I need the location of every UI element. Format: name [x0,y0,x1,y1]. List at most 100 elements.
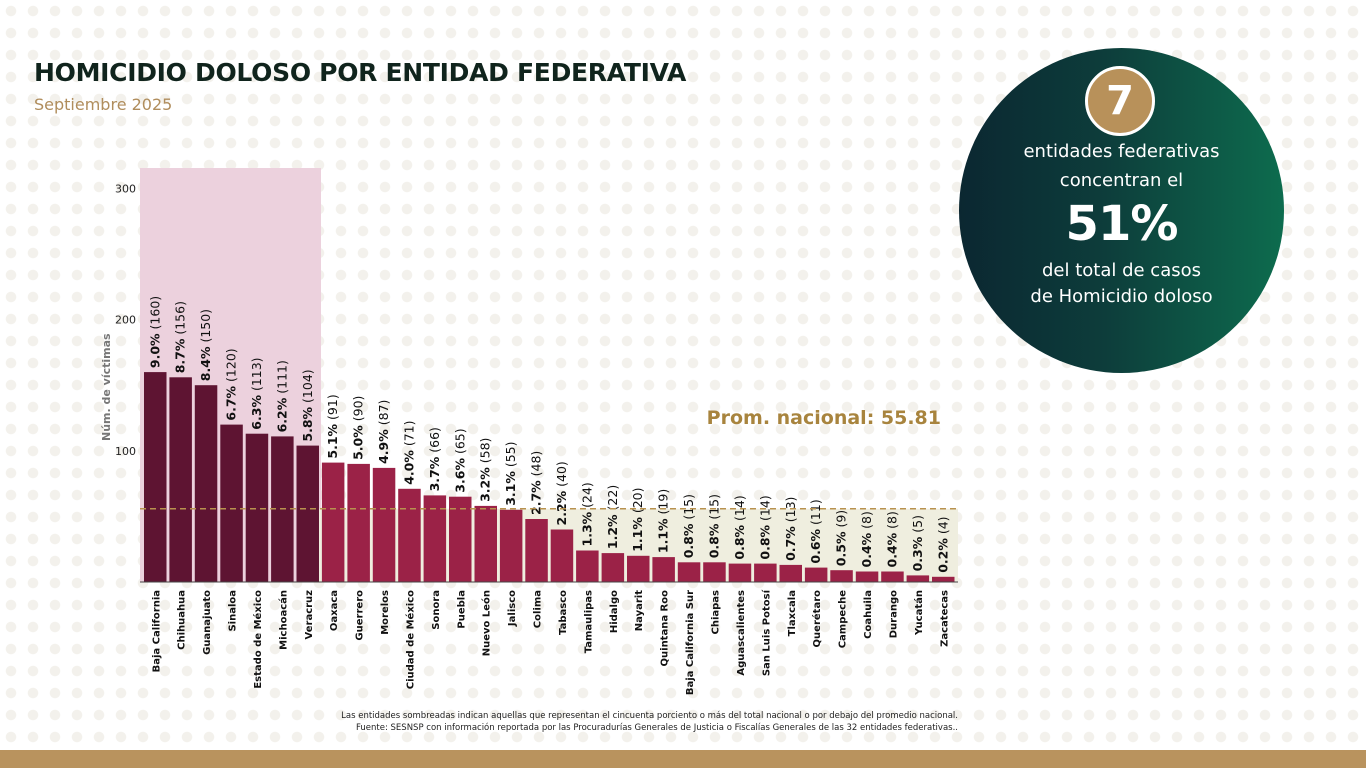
bar-count: (9) [834,510,849,532]
category-label: Ciudad de México [405,590,417,689]
bar-percent: 3.2% [478,467,493,502]
bar-value-label: 1.2% (22) [605,485,620,549]
bar-value-label: 0.8% (14) [757,495,772,559]
callout-line-1: entidades federativas [1023,141,1220,162]
bar-percent: 0.8% [757,524,772,559]
bar-count: (160) [147,296,162,334]
bar-value-label: 0.4% (8) [884,511,899,567]
bar-percent: 6.7% [224,385,239,420]
footnote: Las entidades sombreadas indican aquella… [250,710,958,734]
bar-count: (15) [681,494,696,524]
bar-count: (5) [910,515,925,537]
bar-value-label: 0.8% (15) [707,494,722,558]
bar-count: (113) [249,357,264,395]
category-label: Tlaxcala [787,590,798,636]
category-label: Nayarit [634,590,645,631]
average-label: Prom. nacional: 55.81 [707,407,941,429]
bar-value-label: 0.6% (11) [808,499,823,563]
bar [855,571,879,582]
bar-value-label: 1.3% (24) [579,482,594,546]
bar-value-label: 1.1% (20) [630,487,645,551]
bar [627,555,650,582]
bar-percent: 0.3% [910,536,925,571]
bar-count: (8) [859,511,874,533]
bar-count: (55) [503,441,518,471]
bar-percent: 2.7% [529,480,544,515]
bar [932,576,955,582]
bar [398,488,421,582]
bar [830,570,853,582]
bar-percent: 1.3% [579,511,594,546]
category-label: Aguascalientes [736,590,747,676]
bar [144,372,167,582]
bar [525,519,548,582]
bar-count: (22) [605,485,620,515]
bar-value-label: 8.4% (150) [198,309,213,381]
bar [576,550,599,582]
bar-percent: 3.1% [503,471,518,506]
category-label: Puebla [456,590,467,629]
bar [728,563,752,582]
bar-value-label: 6.2% (111) [274,360,289,432]
bar-count: (71) [402,420,417,450]
bottom-bar [0,750,1366,768]
bar-count: (66) [427,427,442,457]
category-label: Chiapas [711,590,722,635]
bar-percent: 0.4% [884,532,899,567]
bar-percent: 9.0% [147,333,162,368]
bar-percent: 5.0% [351,425,366,460]
bar-count: (40) [554,461,569,491]
bar [169,377,192,582]
bar-percent: 0.8% [732,524,747,559]
bar-value-label: 6.7% (120) [224,348,239,420]
bar-count: (13) [783,497,798,527]
category-label: Tabasco [558,590,569,635]
bar-count: (20) [630,487,645,517]
bar-percent: 1.2% [605,514,620,549]
footnote-line-1: Las entidades sombreadas indican aquella… [341,711,958,721]
bar [550,529,574,582]
page-subtitle: Septiembre 2025 [34,95,173,114]
bar-count: (11) [808,499,823,529]
count-badge: 7 [1085,66,1155,136]
bar-value-label: 0.3% (5) [910,515,925,571]
bar-value-label: 8.7% (156) [173,301,188,373]
bar-percent: 3.6% [452,458,467,493]
category-label: Durango [888,590,899,638]
bar-value-label: 5.1% (91) [325,394,340,458]
bar-percent: 6.3% [249,395,264,430]
category-label: Tamaulipas [583,590,594,653]
category-label: San Luis Potosí [760,589,772,676]
bar-percent: 4.0% [402,450,417,485]
bar [804,567,828,582]
bar-count: (65) [452,428,467,458]
bar-value-label: 0.4% (8) [859,511,874,567]
bar-count: (4) [935,516,950,538]
category-label: Estado de México [252,590,264,689]
page-title: HOMICIDIO DOLOSO POR ENTIDAD FEDERATIVA [34,58,687,87]
bar-value-label: 4.0% (71) [402,420,417,484]
bar-count: (19) [656,489,671,519]
bar-count: (91) [325,394,340,424]
bar-count: (104) [300,369,315,407]
bar-percent: 0.5% [834,531,849,566]
category-label: Querétaro [811,590,823,648]
bar [703,562,726,582]
bar [474,505,497,582]
bar-percent: 2.2% [554,490,569,525]
bar-value-label: 0.8% (14) [732,495,747,559]
bar [652,557,675,582]
category-label: Campeche [838,590,849,648]
bar-percent: 5.1% [325,423,340,458]
bar-percent: 6.2% [274,397,289,432]
category-label: Sinaloa [228,590,239,632]
bar-count: (14) [757,495,772,525]
category-label: Oaxaca [329,590,340,631]
bar [906,575,930,582]
category-label: Zacatecas [939,590,950,647]
bar [677,562,701,582]
bar-value-label: 5.0% (90) [351,396,366,460]
callout-line-3: del total de casos [1041,260,1202,281]
bar-value-label: 0.7% (13) [783,497,798,561]
bar [779,564,802,582]
